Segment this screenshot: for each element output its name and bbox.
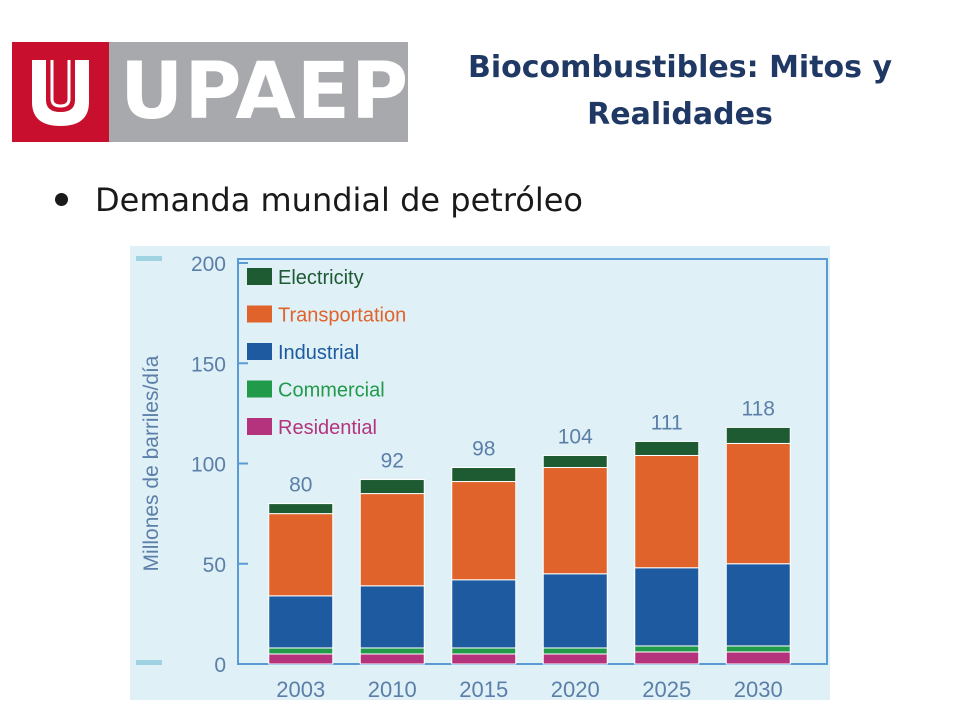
bar-segment-industrial	[451, 579, 517, 649]
bar-segment-industrial	[359, 585, 425, 649]
legend-swatch-residential	[247, 418, 272, 435]
bar-total-label: 92	[381, 450, 404, 473]
bullet-text: Demanda mundial de petróleo	[95, 181, 583, 219]
bar-segment-transportation	[268, 513, 334, 597]
upaep-logo: UPAEP	[12, 42, 408, 142]
chart-frame: 0 50 100 150 200 Millones de barriles/día 80 20…	[130, 246, 830, 700]
bar-segment-electricity	[451, 467, 517, 483]
legend-label-electricity: Electricity	[278, 267, 364, 289]
bar-segment-industrial	[725, 563, 791, 647]
bar-total-label: 118	[742, 397, 775, 420]
legend-label-industrial: Industrial	[278, 342, 359, 364]
y-axis-label: Millones de barriles/día	[140, 355, 163, 571]
bar-total-label: 111	[651, 411, 683, 434]
bar-segment-transportation	[725, 442, 791, 565]
logo-u-mark	[12, 42, 109, 142]
slide-title: Biocombustibles: Mitos y Realidades	[420, 44, 940, 138]
bar-segment-electricity	[634, 440, 700, 456]
x-tick-label: 2030	[734, 677, 783, 700]
bar-segment-residential	[359, 653, 425, 665]
bar-total-label: 104	[558, 425, 593, 448]
bar-segment-commercial	[268, 647, 334, 655]
logo-text: UPAEP	[120, 47, 410, 137]
legend-label-commercial: Commercial	[278, 380, 385, 402]
stacked-bar-chart: 0 50 100 150 200 Millones de barriles/día 80 20…	[136, 253, 828, 700]
bullet-dot-icon	[55, 193, 68, 206]
axis-accent-top	[136, 256, 162, 261]
y-tick-label: 150	[191, 353, 226, 376]
bar-segment-residential	[634, 651, 700, 665]
legend-swatch-commercial	[247, 380, 272, 398]
bar-segment-commercial	[542, 647, 608, 655]
bar-segment-residential	[268, 653, 334, 665]
bar-segment-transportation	[451, 481, 517, 581]
legend-swatch-industrial	[247, 343, 272, 360]
y-tick-label: 100	[191, 454, 226, 477]
legend-swatch-electricity	[247, 268, 272, 285]
legend-label-transportation: Transportation	[278, 305, 406, 327]
bar-segment-industrial	[542, 573, 608, 649]
bar-total-label: 80	[289, 474, 312, 497]
bar-segment-residential	[725, 651, 791, 665]
bar-segment-transportation	[634, 454, 700, 569]
bar-segment-electricity	[725, 426, 791, 444]
y-tick-label: 0	[214, 654, 226, 677]
legend-swatch-transportation	[247, 305, 272, 323]
bar-segment-industrial	[634, 567, 700, 647]
bar-segment-electricity	[268, 503, 334, 515]
slide-title-line1: Biocombustibles: Mitos y	[467, 50, 893, 85]
axis-accent-bottom	[136, 660, 162, 665]
bar-segment-electricity	[542, 454, 608, 469]
x-tick-label: 2025	[642, 677, 691, 700]
x-tick-label: 2015	[459, 677, 508, 700]
x-tick-label: 2020	[551, 677, 600, 700]
bar-segment-electricity	[359, 479, 425, 495]
bar-segment-transportation	[359, 493, 425, 587]
bar-total-label: 98	[472, 438, 495, 461]
bar-segment-commercial	[359, 647, 425, 655]
y-tick-label: 200	[191, 253, 226, 276]
x-tick-label: 2010	[368, 677, 417, 700]
bar-segment-residential	[542, 653, 608, 665]
bar-segment-commercial	[634, 645, 700, 653]
slide-title-line2: Realidades	[587, 97, 773, 132]
bar-segment-commercial	[451, 647, 517, 655]
y-tick-label: 50	[203, 554, 226, 577]
x-tick-label: 2003	[276, 677, 325, 700]
bar-segment-commercial	[725, 645, 791, 653]
bar-segment-industrial	[268, 595, 334, 649]
bar-segment-transportation	[542, 467, 608, 575]
bar-segment-residential	[451, 653, 517, 665]
legend-label-residential: Residential	[278, 417, 377, 439]
